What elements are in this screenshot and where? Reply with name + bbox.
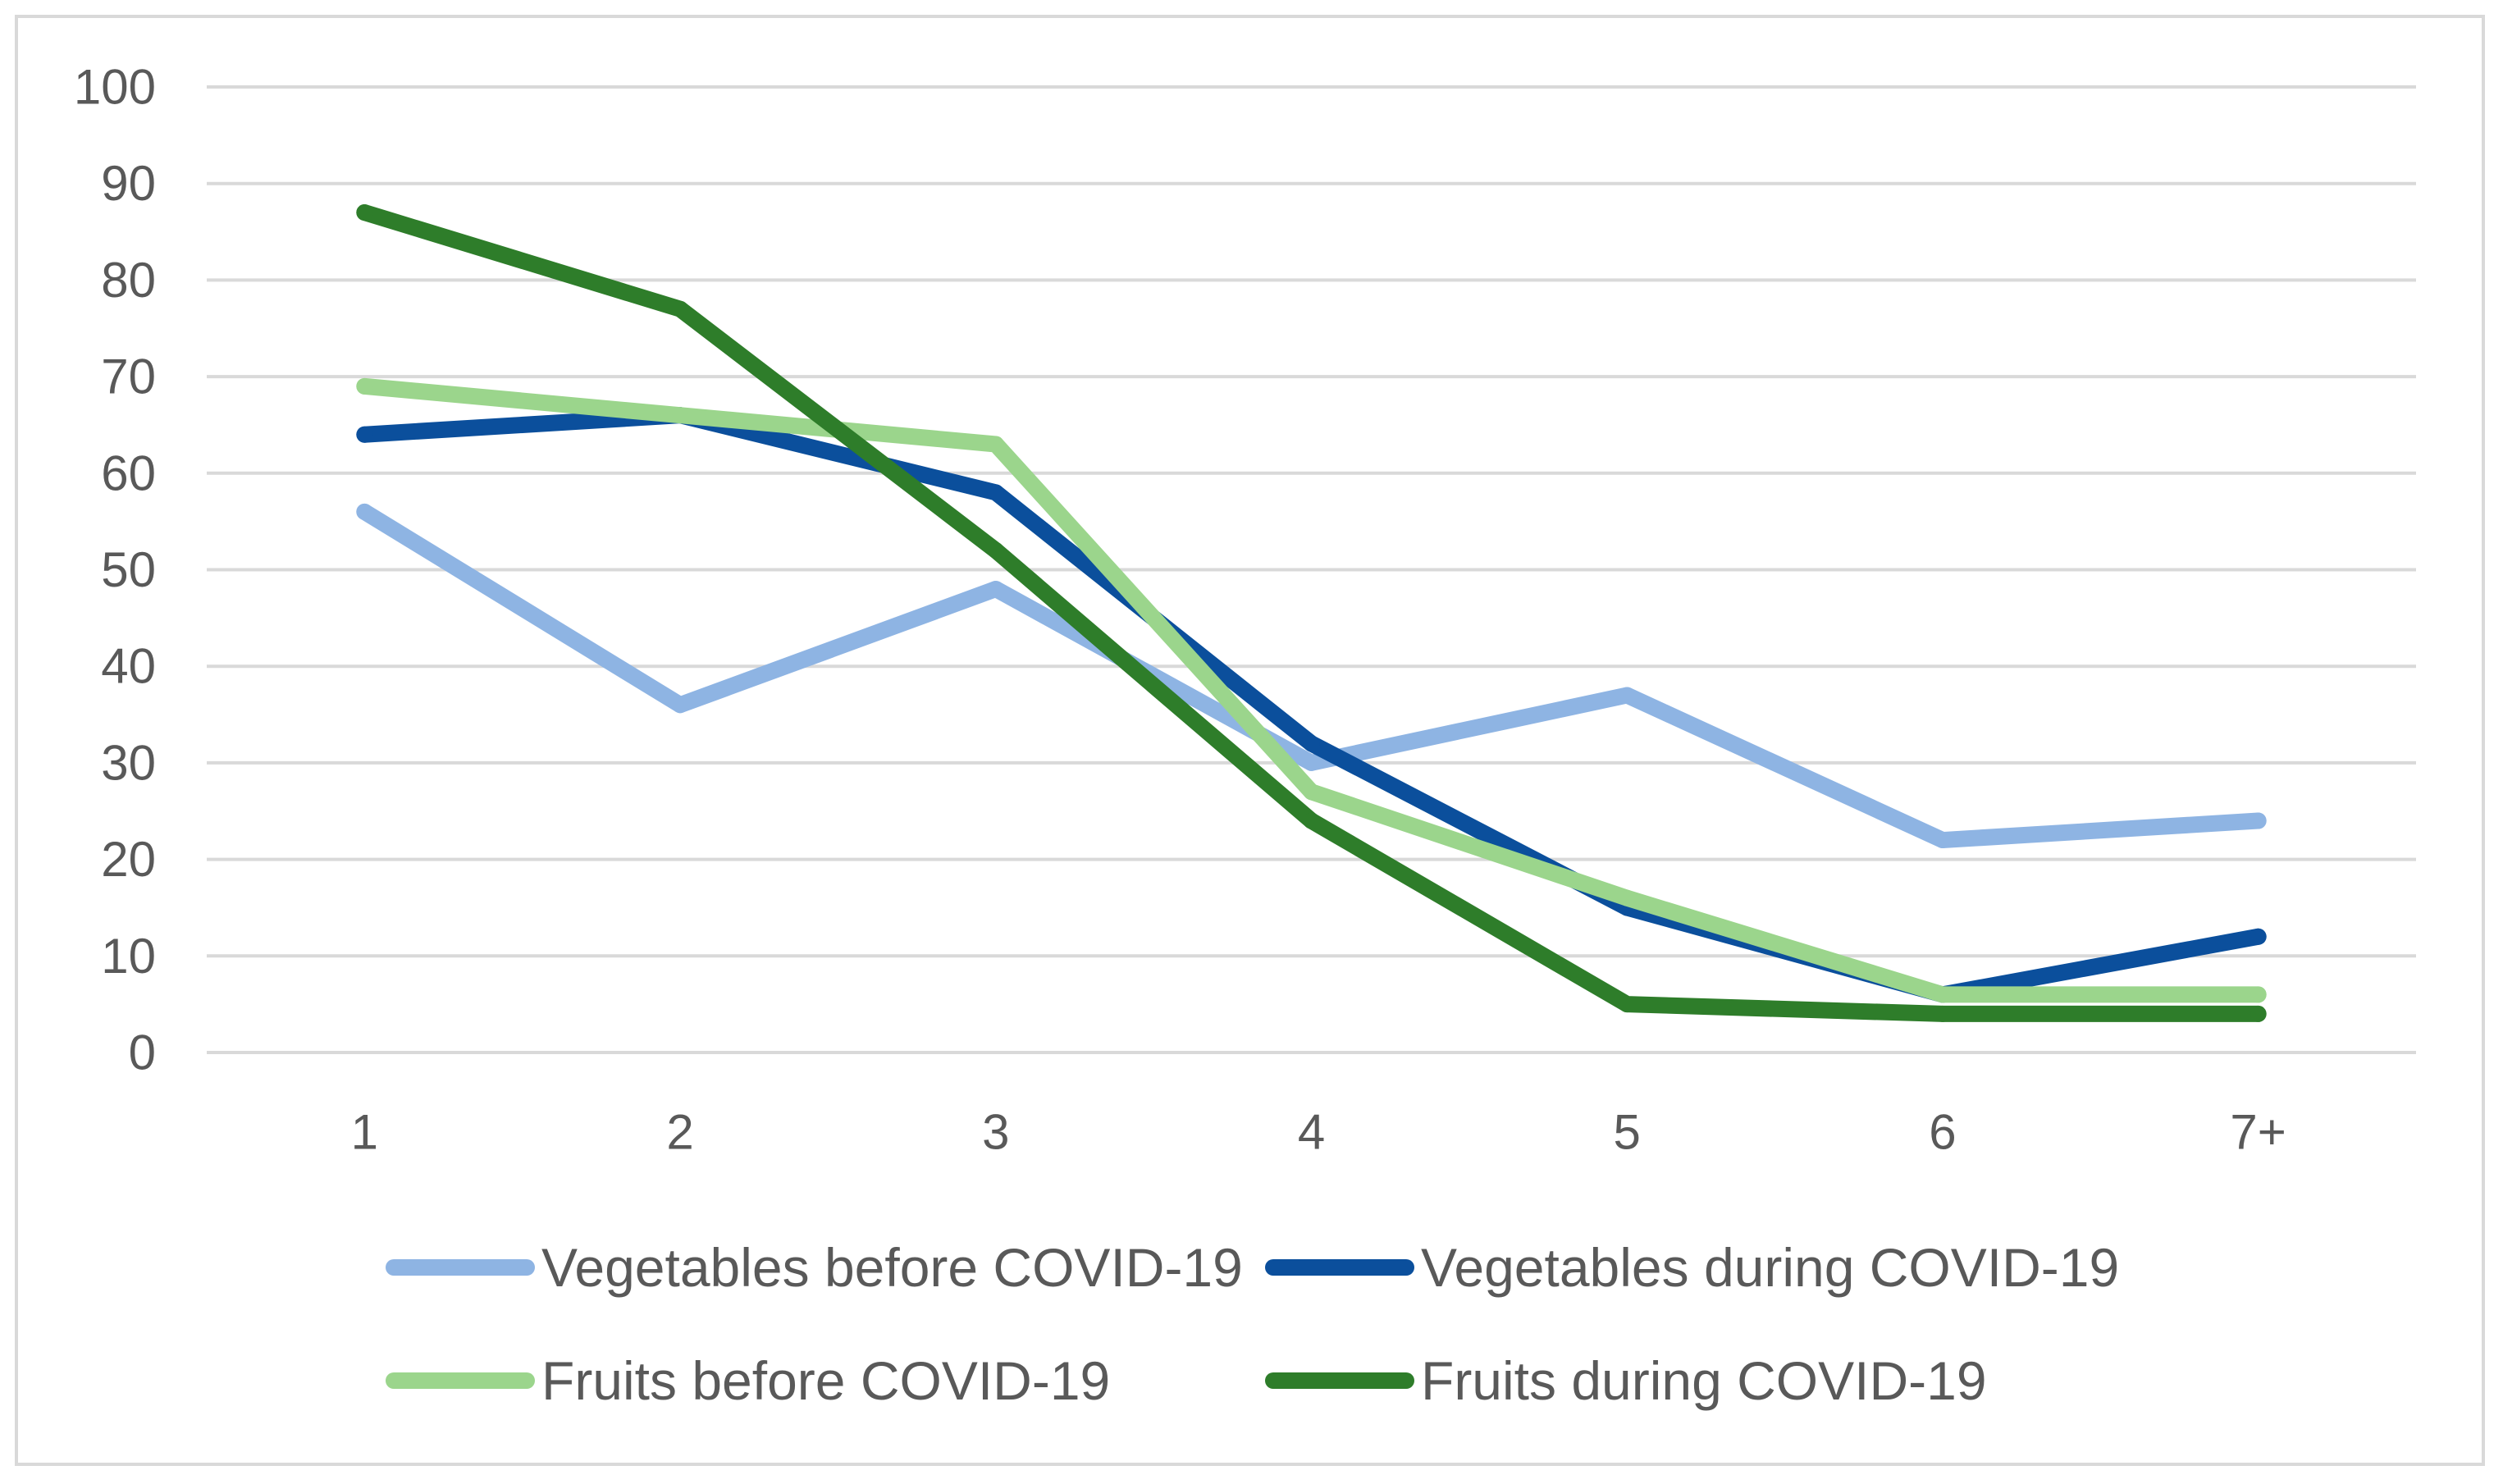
legend: Vegetables before COVID-19 Vegetables dur… [386, 1237, 2119, 1411]
y-tick-label: 70 [101, 349, 156, 404]
data-point [1303, 812, 1320, 829]
data-point [1934, 986, 1951, 1003]
data-point [987, 484, 1004, 501]
x-tick-label: 4 [1298, 1105, 1325, 1160]
data-point [1934, 1005, 1951, 1022]
series-line-1 [356, 407, 2267, 1003]
x-tick-label: 7+ [2230, 1105, 2286, 1160]
x-axis-ticks: 1 2 3 4 5 6 7+ [351, 1105, 2286, 1160]
data-point [1619, 996, 1636, 1013]
y-tick-label: 0 [129, 1025, 156, 1080]
y-axis-ticks: 0 10 20 30 40 50 60 70 80 90 100 [74, 60, 156, 1080]
x-tick-label: 6 [1929, 1105, 1956, 1160]
y-tick-label: 30 [101, 735, 156, 790]
y-tick-label: 20 [101, 832, 156, 887]
data-point [356, 377, 373, 395]
data-point [987, 541, 1004, 559]
series-lines [356, 204, 2267, 1022]
y-tick-label: 80 [101, 253, 156, 308]
data-point [987, 436, 1004, 453]
data-point [672, 300, 689, 317]
y-tick-label: 50 [101, 542, 156, 597]
x-tick-label: 5 [1614, 1105, 1641, 1160]
x-tick-label: 1 [351, 1105, 378, 1160]
data-point [2250, 928, 2267, 945]
legend-label: Vegetables before COVID-19 [541, 1237, 1243, 1298]
data-point [356, 204, 373, 221]
data-point [672, 407, 689, 424]
legend-label: Fruits before COVID-19 [541, 1350, 1110, 1411]
data-point [2250, 1005, 2267, 1022]
y-tick-label: 10 [101, 929, 156, 984]
data-point [356, 503, 373, 520]
y-tick-label: 40 [101, 639, 156, 694]
data-point [356, 426, 373, 443]
data-point [672, 696, 689, 714]
y-tick-label: 100 [74, 60, 156, 115]
data-point [987, 581, 1004, 598]
data-point [1934, 832, 1951, 849]
data-point [1303, 735, 1320, 752]
data-point [1619, 889, 1636, 906]
data-point [2250, 812, 2267, 829]
x-tick-label: 3 [982, 1105, 1009, 1160]
legend-label: Fruits during COVID-19 [1421, 1350, 1987, 1411]
y-tick-label: 90 [101, 156, 156, 211]
legend-label: Vegetables during COVID-19 [1421, 1237, 2119, 1298]
data-point [2250, 986, 2267, 1003]
x-tick-label: 2 [666, 1105, 693, 1160]
gridlines [207, 85, 2416, 1054]
data-point [1303, 783, 1320, 801]
series-line-3 [356, 204, 2267, 1022]
data-point [1619, 687, 1636, 704]
chart-frame [15, 15, 2485, 1466]
y-tick-label: 60 [101, 445, 156, 500]
data-point [1303, 754, 1320, 771]
